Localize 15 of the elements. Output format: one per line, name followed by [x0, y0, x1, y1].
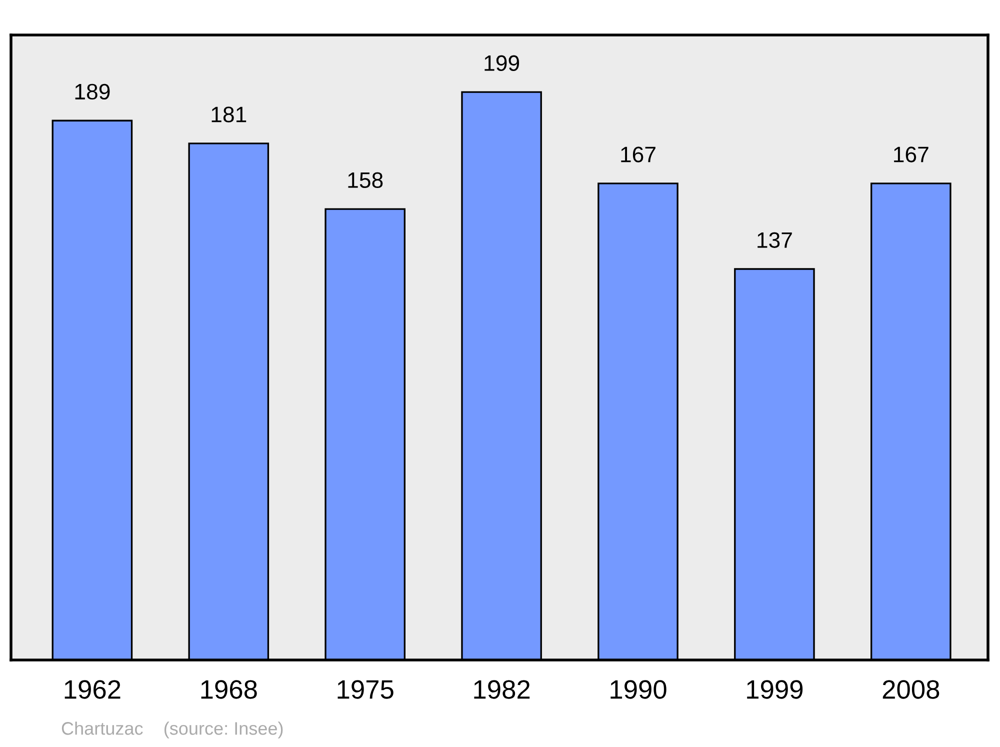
x-tick-label: 2008 [882, 680, 940, 699]
x-tick-label: 1990 [610, 680, 666, 699]
data-label: 167 [894, 146, 928, 162]
data-label: 137 [758, 232, 792, 248]
data-label: 189 [75, 84, 110, 100]
x-tick-label: 1999 [747, 680, 803, 699]
x-tick-label: 1975 [338, 680, 394, 699]
x-tick-label: 1962 [64, 680, 120, 699]
text: Chartuzac (source: Insee) [62, 722, 283, 738]
data-label: 181 [212, 106, 246, 122]
data-label: 167 [621, 146, 656, 162]
data-label: 158 [348, 172, 383, 188]
x-tick-label: 1982 [474, 680, 530, 699]
x-tick-label: 1968 [201, 680, 257, 699]
data-label: 199 [484, 55, 520, 72]
